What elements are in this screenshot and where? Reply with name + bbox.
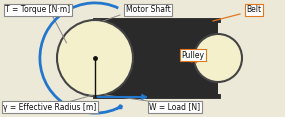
Text: W = Load [N]: W = Load [N] xyxy=(149,102,201,112)
Text: Motor Shaft: Motor Shaft xyxy=(126,5,170,15)
Text: Belt: Belt xyxy=(247,5,262,15)
Text: γ = Effective Radius [m]: γ = Effective Radius [m] xyxy=(3,102,97,112)
Circle shape xyxy=(57,20,133,96)
FancyBboxPatch shape xyxy=(95,20,218,96)
Text: Pulley: Pulley xyxy=(182,51,205,60)
Text: T = Torque [N·m]: T = Torque [N·m] xyxy=(5,5,71,15)
Circle shape xyxy=(194,34,242,82)
